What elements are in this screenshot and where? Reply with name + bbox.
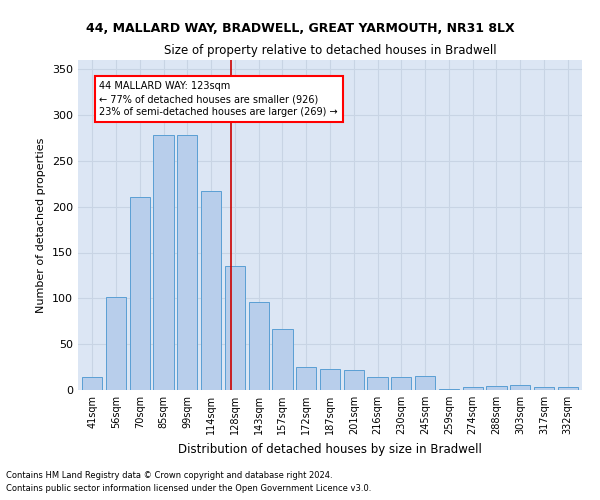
Bar	[344, 370, 364, 390]
Bar	[487, 386, 506, 390]
Bar	[201, 191, 221, 390]
Bar	[130, 198, 150, 390]
Bar	[320, 369, 340, 390]
Bar	[296, 367, 316, 390]
Bar	[415, 376, 435, 390]
X-axis label: Distribution of detached houses by size in Bradwell: Distribution of detached houses by size …	[178, 442, 482, 456]
Bar	[154, 135, 173, 390]
Bar	[106, 296, 126, 390]
Text: 44 MALLARD WAY: 123sqm
← 77% of detached houses are smaller (926)
23% of semi-de: 44 MALLARD WAY: 123sqm ← 77% of detached…	[100, 81, 338, 118]
Bar	[557, 387, 578, 390]
Y-axis label: Number of detached properties: Number of detached properties	[37, 138, 46, 312]
Bar	[82, 377, 103, 390]
Bar	[367, 377, 388, 390]
Text: Contains public sector information licensed under the Open Government Licence v3: Contains public sector information licen…	[6, 484, 371, 493]
Bar	[177, 135, 197, 390]
Text: Contains HM Land Registry data © Crown copyright and database right 2024.: Contains HM Land Registry data © Crown c…	[6, 470, 332, 480]
Bar	[248, 302, 269, 390]
Title: Size of property relative to detached houses in Bradwell: Size of property relative to detached ho…	[164, 44, 496, 58]
Bar	[272, 328, 293, 390]
Bar	[510, 386, 530, 390]
Bar	[391, 377, 412, 390]
Bar	[225, 266, 245, 390]
Text: 44, MALLARD WAY, BRADWELL, GREAT YARMOUTH, NR31 8LX: 44, MALLARD WAY, BRADWELL, GREAT YARMOUT…	[86, 22, 514, 36]
Bar	[534, 387, 554, 390]
Bar	[463, 387, 483, 390]
Bar	[439, 389, 459, 390]
